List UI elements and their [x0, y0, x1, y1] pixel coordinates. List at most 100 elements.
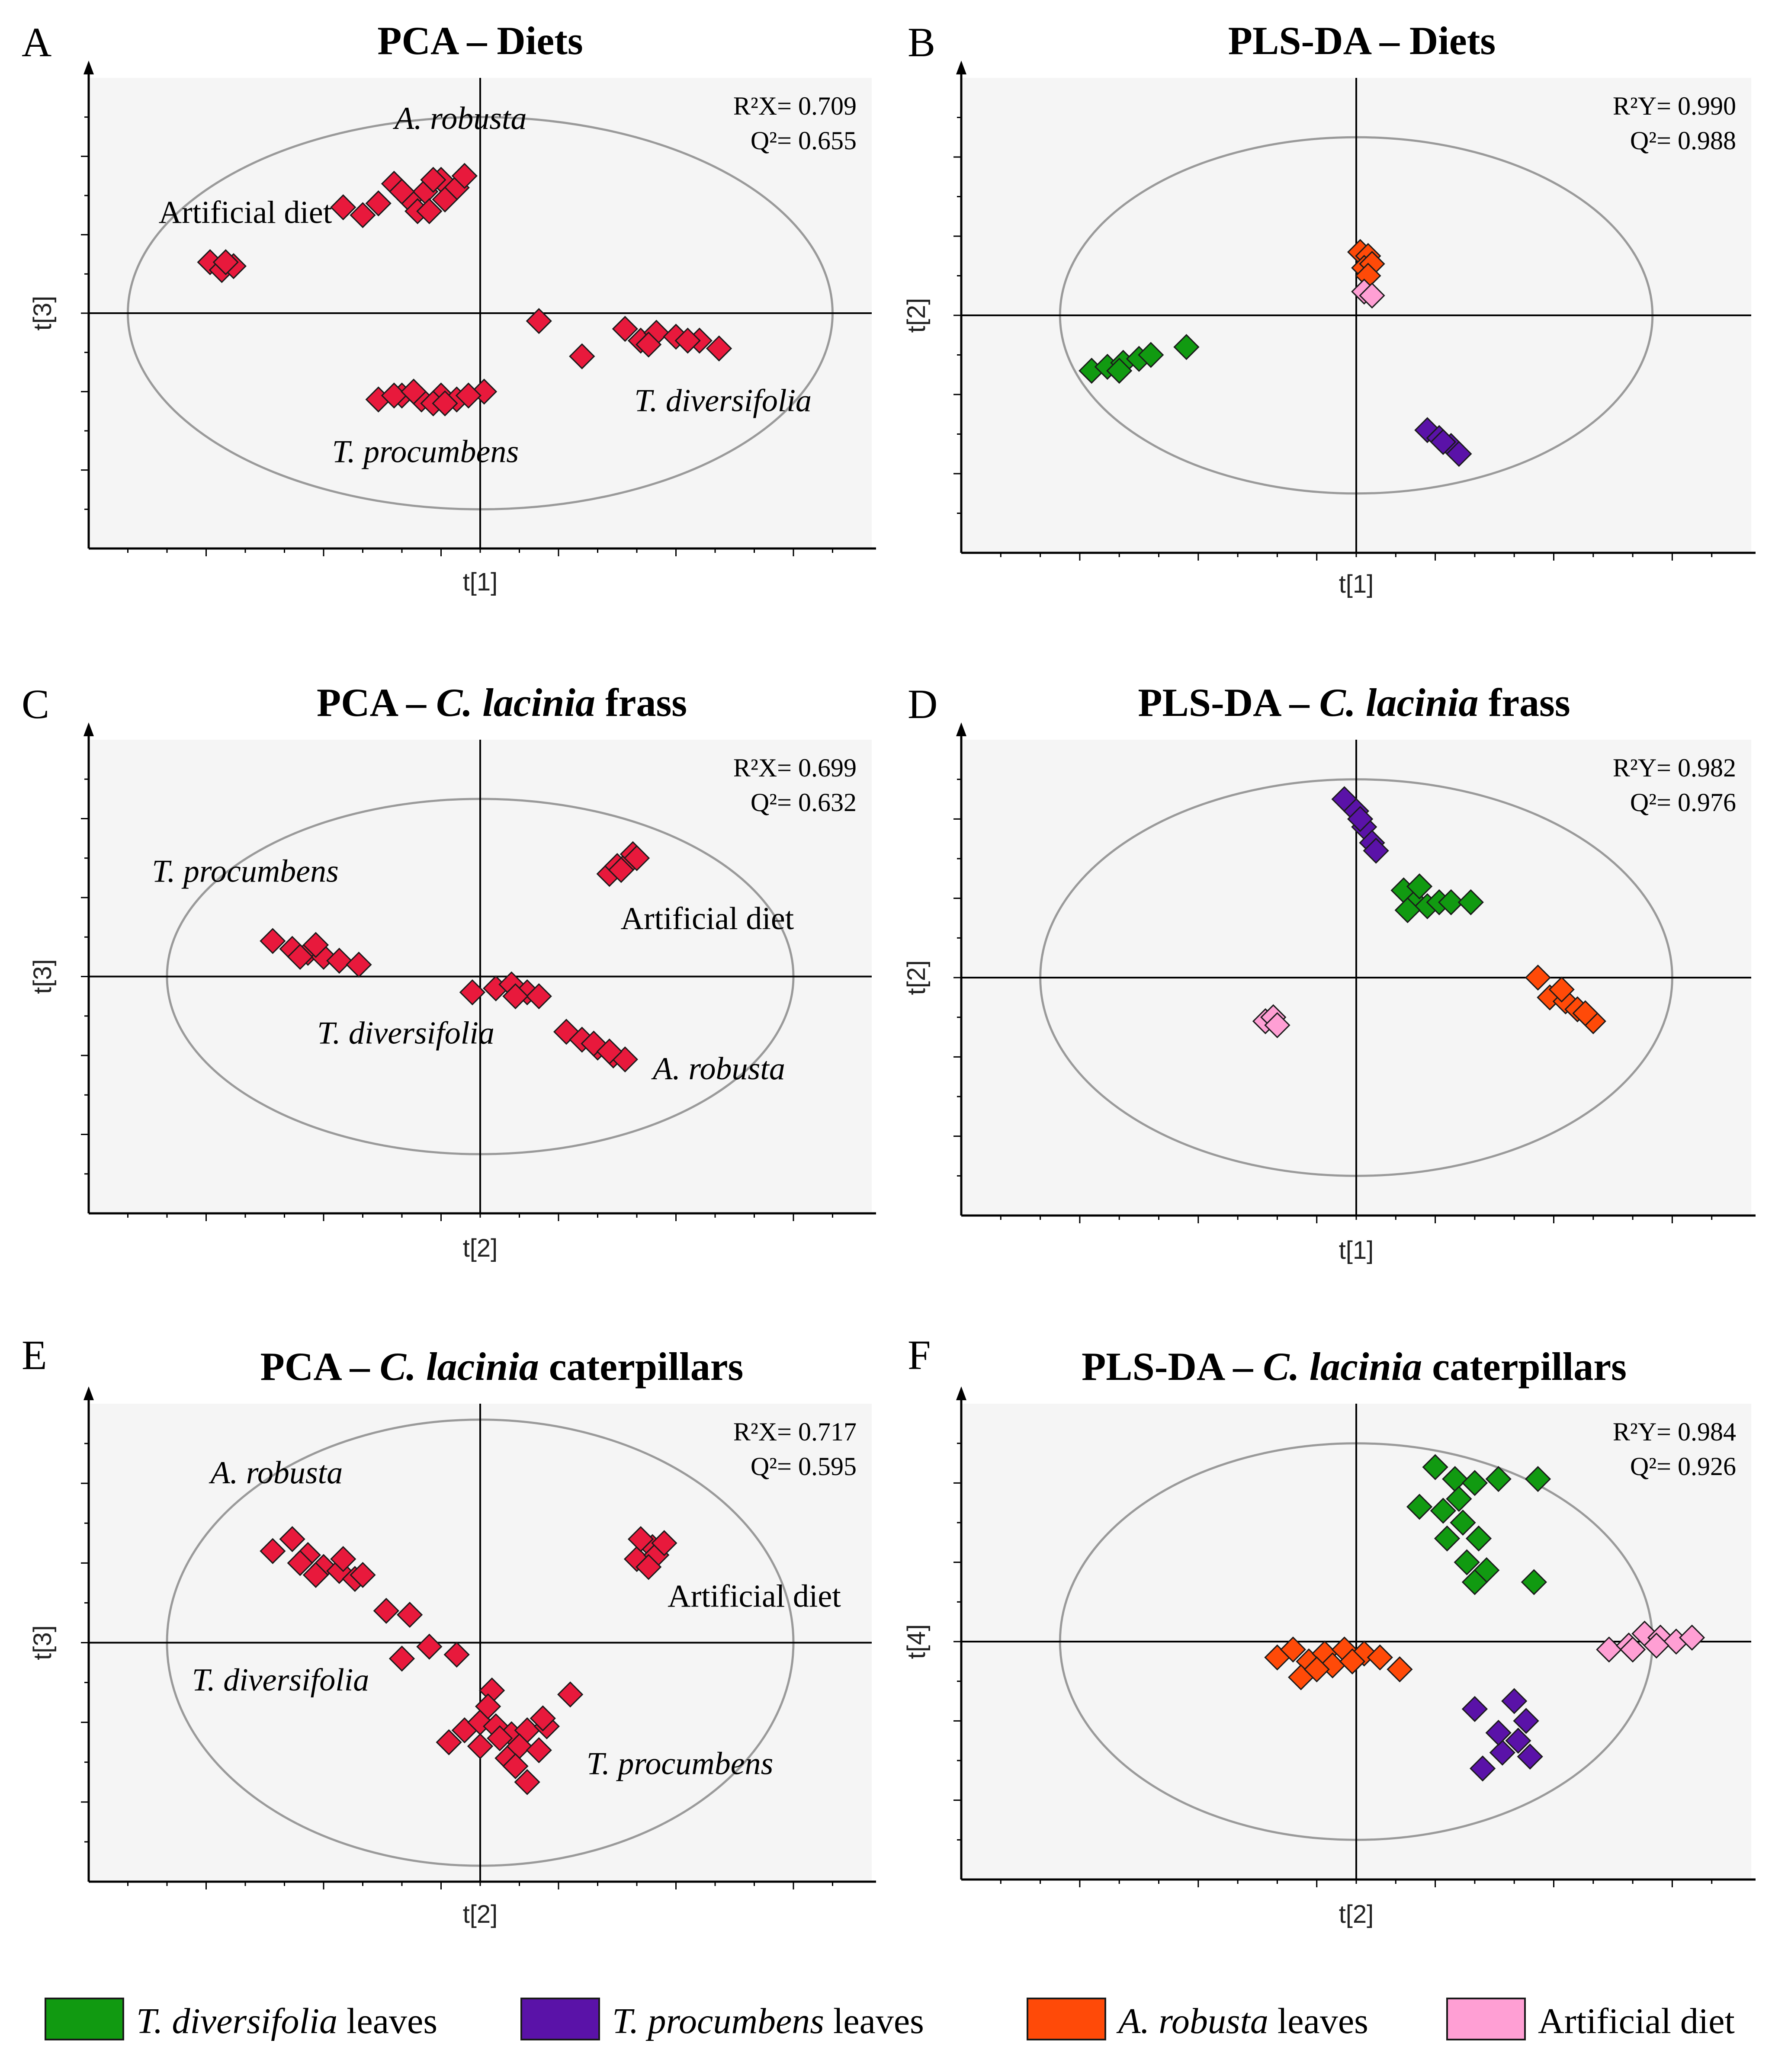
data-point-diamond [432, 186, 458, 213]
series-t-procumbens-leaves [1331, 786, 1389, 864]
data-point-diamond [1446, 1485, 1472, 1512]
legend: T. diversifolia leaves T. procumbens leav… [45, 1998, 1735, 2041]
data-point-diamond [1438, 889, 1464, 915]
data-point-diamond [260, 1538, 286, 1564]
legend-item: T. procumbens leaves [520, 1998, 924, 2041]
stat-q2: Q²= 0.632 [751, 788, 857, 817]
data-point-diamond [475, 1693, 501, 1719]
title-part: PCA – [317, 680, 436, 725]
data-point-diamond [396, 1601, 423, 1628]
data-point-diamond [1406, 1494, 1433, 1520]
legend-label: T. diversifolia leaves [136, 2001, 437, 2041]
title-part: frass [1479, 680, 1570, 725]
data-point-diamond [1679, 1624, 1705, 1651]
group-label: Artificial diet [159, 195, 332, 230]
panels: t[1] t[3] A PCA – Diets R²X= 0.709 Q²= 0.655 A… [22, 19, 1756, 1928]
data-point-diamond [557, 1681, 584, 1708]
legend-label-italic: T. diversifolia [136, 2001, 337, 2041]
legend-swatch [520, 1998, 600, 2040]
panel-d: t[1] t[2] D PLS-DA – C. lacinia frass R²Y= 0… [902, 680, 1756, 1264]
panel-a: t[1] t[3] A PCA – Diets R²X= 0.709 Q²= 0.655 A… [22, 19, 876, 596]
panel-title: PLS-DA – C. lacinia frass [1138, 680, 1570, 725]
group-label: A. robusta [651, 1051, 785, 1087]
data-point-diamond [212, 249, 239, 276]
series-t-procumbens-leaves [1461, 1688, 1543, 1782]
data-point-diamond [502, 983, 529, 1010]
panel-letter: D [908, 681, 937, 727]
y-axis-arrow [956, 722, 966, 736]
data-point-diamond [1525, 1466, 1551, 1492]
legend-item: A. robusta leaves [1027, 1998, 1368, 2041]
series-t-diversifolia [526, 308, 732, 369]
data-point-diamond [1470, 1755, 1496, 1782]
data-point-diamond [1367, 1644, 1393, 1671]
stat-q2: Q²= 0.655 [751, 126, 857, 155]
panel-title: PLS-DA – C. lacinia caterpillars [1082, 1344, 1627, 1389]
legend-label-italic: T. procumbens [612, 2001, 824, 2041]
data-point-diamond [636, 1554, 662, 1580]
panel-letter: C [22, 681, 49, 727]
data-point-diamond [302, 1562, 329, 1588]
data-point-diamond [350, 202, 376, 228]
data-point-diamond [1430, 1498, 1456, 1524]
title-part: frass [595, 680, 687, 725]
data-point-diamond [1106, 357, 1133, 384]
data-point-diamond [1465, 1525, 1492, 1552]
data-point-diamond [596, 1038, 623, 1065]
stat-r2: R²X= 0.709 [733, 92, 857, 120]
title-part: PLS-DA – [1082, 1344, 1263, 1389]
data-point-diamond [350, 1562, 376, 1588]
data-point-diamond [436, 1729, 462, 1755]
data-point-diamond [526, 983, 552, 1010]
series-artificial-diet [1252, 1004, 1290, 1039]
x-axis-label: t[1] [1339, 570, 1374, 598]
data-point-diamond [287, 943, 313, 970]
stat-r2: R²X= 0.717 [733, 1418, 857, 1446]
data-point-diamond [365, 190, 392, 217]
data-point-diamond [388, 178, 415, 205]
x-axis-label: t[1] [463, 568, 498, 596]
x-axis-label: t[1] [1339, 1236, 1374, 1264]
panel-f: t[2] t[4] F PLS-DA – C. lacinia caterpillar… [902, 1332, 1756, 1928]
data-point-diamond [1406, 873, 1433, 900]
legend-label-italic: A. robusta [1116, 2001, 1268, 2041]
data-point-diamond [330, 194, 356, 221]
panel-b: t[1] t[2] B PLS-DA – Diets R²Y= 0.990 Q²= 0.9… [902, 19, 1756, 598]
title-part: caterpillars [539, 1344, 744, 1389]
data-point-diamond [526, 1737, 552, 1764]
group-label: Artificial diet [621, 901, 794, 937]
group-label: Artificial diet [668, 1579, 841, 1614]
panel-c: t[2] t[3] C PCA – C. lacinia frass R²X= 0.69… [22, 680, 876, 1262]
data-point-diamond [1513, 1708, 1539, 1734]
data-point-diamond [627, 1526, 654, 1552]
legend-label-text: leaves [1268, 2001, 1368, 2041]
data-point-diamond [569, 343, 595, 369]
data-point-diamond [1434, 1525, 1461, 1552]
series-t-diversifolia [459, 971, 552, 1010]
title-part: PLS-DA – Diets [1228, 19, 1496, 63]
legend-label: A. robusta leaves [1116, 2001, 1368, 2041]
group-label: T. diversifolia [192, 1662, 369, 1698]
data-point-diamond [612, 316, 638, 342]
data-point-diamond [287, 1550, 313, 1576]
legend-swatch [1027, 1998, 1106, 2040]
series-t-procumbens [436, 1677, 584, 1795]
data-point-diamond [432, 390, 458, 417]
x-axis-label: t[2] [1339, 1900, 1374, 1928]
x-axis-label: t[2] [463, 1900, 498, 1928]
data-point-diamond [1450, 1509, 1476, 1536]
data-point-diamond [1363, 837, 1389, 864]
panel-letter: E [22, 1332, 47, 1378]
group-label: A. robusta [392, 101, 527, 136]
data-point-diamond [326, 947, 353, 974]
series-a-robusta [260, 1526, 423, 1628]
group-label: T. diversifolia [317, 1016, 494, 1051]
data-point-diamond [416, 1633, 443, 1660]
data-point-diamond [502, 1753, 529, 1780]
data-point-diamond [1501, 1688, 1528, 1714]
group-label: T. procumbens [587, 1746, 774, 1781]
title-part-italic: C. lacinia [1319, 680, 1479, 725]
data-point-diamond [330, 1546, 356, 1572]
y-axis-label: t[3] [29, 1625, 57, 1660]
